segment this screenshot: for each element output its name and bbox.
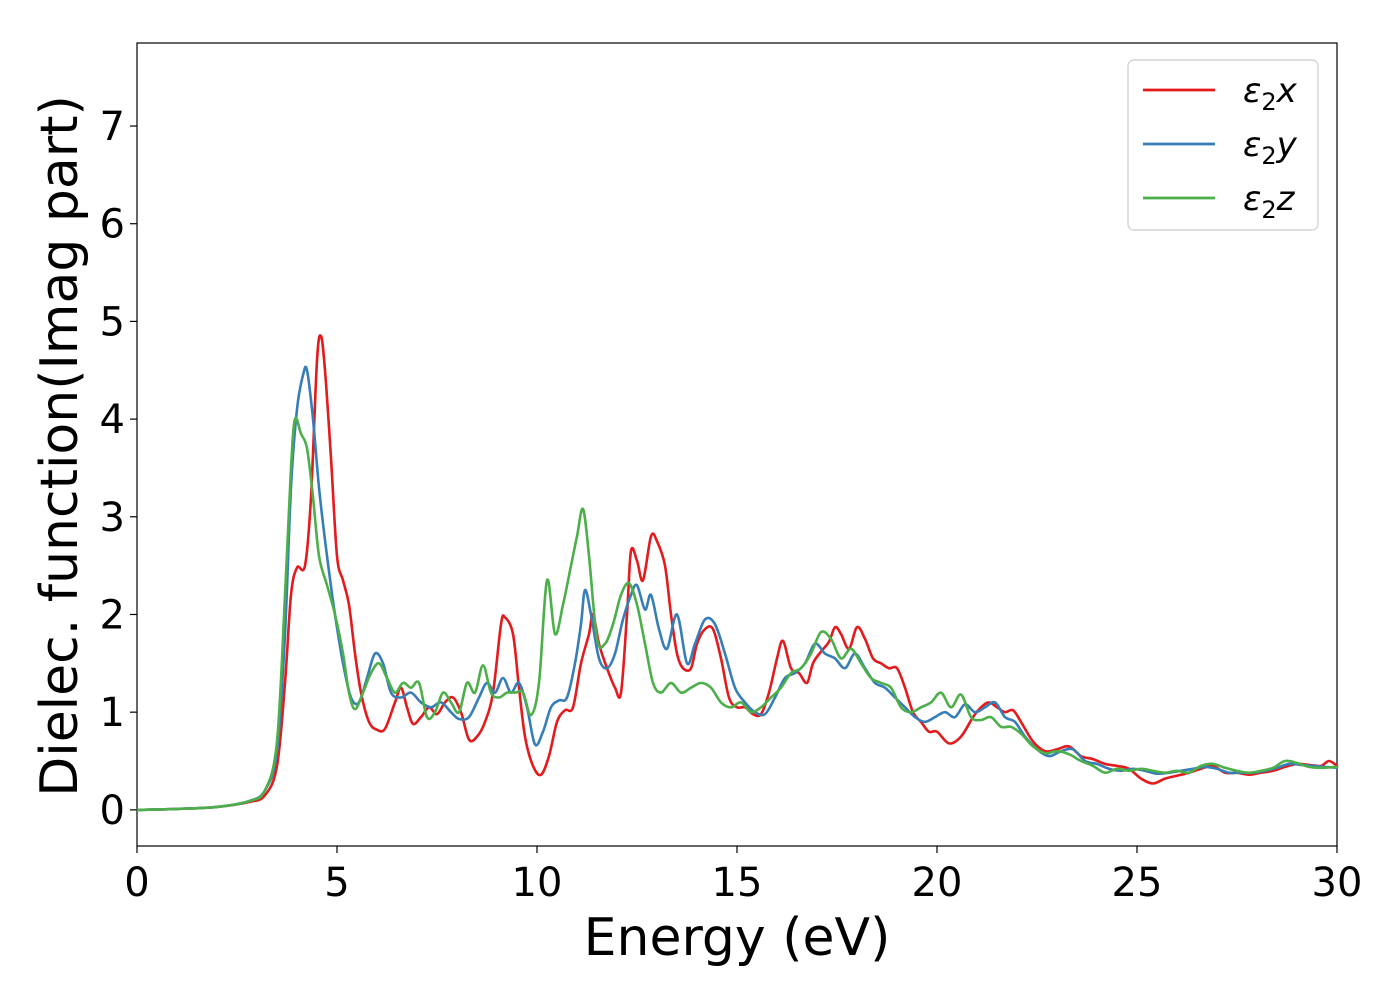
y-tick-label: 0: [100, 788, 125, 834]
y-tick-label: 3: [100, 495, 125, 541]
y-axis-label: Dielec. function(Imag part): [30, 95, 90, 797]
x-tick-label: 30: [1312, 860, 1363, 906]
y-tick-label: 6: [100, 202, 125, 248]
y-axis: 0 1 2 3 4 5 6 7: [100, 104, 137, 834]
series-line-y: [135, 365, 1339, 812]
series-line-x: [135, 334, 1339, 812]
x-tick-label: 5: [324, 860, 349, 906]
legend-frame: [1127, 59, 1319, 231]
y-tick-label: 4: [100, 397, 125, 443]
y-tick-label: 2: [100, 592, 125, 638]
x-tick-label: 25: [1112, 860, 1163, 906]
legend-label-x: ε2x: [1243, 71, 1298, 116]
x-tick-label: 15: [712, 860, 763, 906]
x-axis-label: Energy (eV): [584, 908, 891, 968]
legend: ε2x ε2y ε2z: [1127, 59, 1319, 231]
x-tick-label: 20: [912, 860, 963, 906]
series-line-z: [135, 416, 1339, 812]
legend-label-y: ε2y: [1243, 125, 1298, 170]
legend-label-z: ε2z: [1243, 179, 1296, 224]
x-axis: 0 5 10 15 20 25 30: [124, 846, 1362, 906]
y-tick-label: 1: [100, 690, 125, 736]
x-tick-label: 0: [124, 860, 149, 906]
y-tick-label: 5: [100, 299, 125, 345]
series-layer: [135, 334, 1339, 812]
x-tick-label: 10: [512, 860, 563, 906]
y-tick-label: 7: [100, 104, 125, 150]
